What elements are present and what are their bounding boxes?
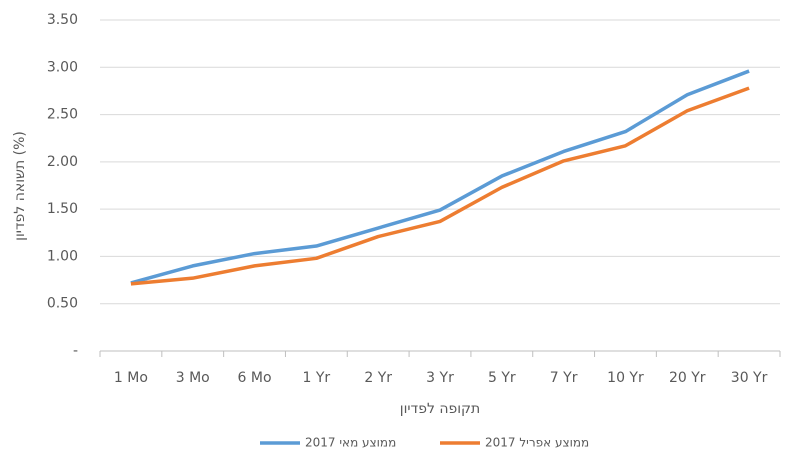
x-tick-label: 20 Yr bbox=[669, 370, 706, 386]
x-tick-label: 3 Yr bbox=[426, 370, 454, 386]
legend-label: ממוצע אפריל 2017 bbox=[485, 436, 589, 450]
x-tick-label: 1 Mo bbox=[114, 370, 148, 386]
y-axis-label: תשואה לפדיון (%) bbox=[12, 131, 28, 241]
y-tick-label: 1.00 bbox=[47, 248, 78, 264]
y-tick-label: 2.00 bbox=[47, 154, 78, 170]
y-tick-label: 0.50 bbox=[47, 296, 78, 312]
x-tick-label: 3 Mo bbox=[176, 370, 210, 386]
x-tick-label: 6 Mo bbox=[238, 370, 272, 386]
x-tick-label: 30 Yr bbox=[731, 370, 768, 386]
x-tick-label: 5 Yr bbox=[488, 370, 516, 386]
series-line bbox=[130, 69, 750, 285]
x-tick-label: 1 Yr bbox=[303, 370, 331, 386]
x-tick-label: 2 Yr bbox=[364, 370, 392, 386]
x-tick-label: 7 Yr bbox=[550, 370, 578, 386]
series-line bbox=[130, 86, 750, 286]
legend-label: ממוצע מאי 2017 bbox=[305, 436, 396, 450]
y-tick-label: 3.50 bbox=[47, 12, 78, 28]
y-tick-label: 2.50 bbox=[47, 107, 78, 123]
x-tick-label: 10 Yr bbox=[607, 370, 644, 386]
y-tick-label: 1.50 bbox=[47, 201, 78, 217]
x-axis-label: תקופה לפדיון bbox=[400, 401, 480, 417]
y-tick-label: 3.00 bbox=[47, 59, 78, 75]
y-tick-label: - bbox=[73, 343, 78, 359]
